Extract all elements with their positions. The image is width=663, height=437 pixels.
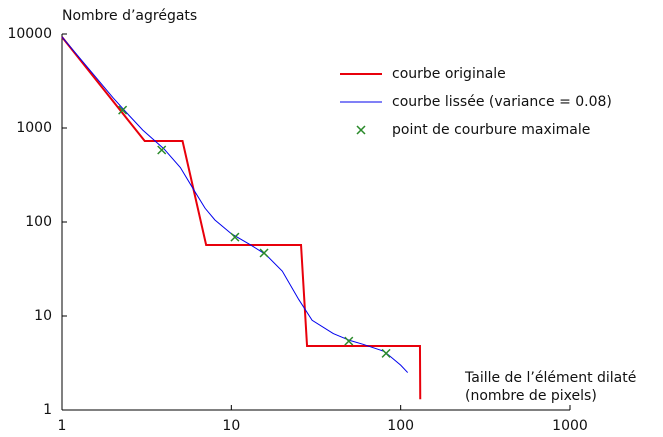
legend-label: courbe lissée (variance = 0.08): [392, 94, 612, 110]
x-tick-label: 1000: [552, 418, 588, 434]
x-axis-label: Taille de l’élément dilaté: [464, 370, 636, 386]
legend-label: courbe originale: [392, 66, 506, 82]
x-tick-label: 1: [58, 418, 67, 434]
marker: [381, 348, 391, 358]
x-tick-label: 10: [222, 418, 240, 434]
y-tick-label: 10000: [7, 26, 52, 42]
legend-label: point de courbure maximale: [392, 122, 590, 138]
y-axis-label: Nombre d’agrégats: [62, 8, 197, 24]
x-tick-label: 100: [387, 418, 414, 434]
y-tick-label: 1: [43, 402, 52, 418]
legend-swatch: [356, 125, 366, 135]
marker: [157, 145, 167, 155]
y-tick-label: 10: [34, 308, 52, 324]
marker: [259, 248, 269, 258]
line: [61, 36, 409, 373]
y-tick-label: 1000: [16, 120, 52, 136]
y-tick-label: 100: [25, 214, 52, 230]
marker: [344, 336, 354, 346]
marker: [118, 105, 128, 115]
line: [61, 36, 422, 400]
x-axis-label: (nombre de pixels): [465, 388, 597, 404]
marker: [230, 232, 240, 242]
